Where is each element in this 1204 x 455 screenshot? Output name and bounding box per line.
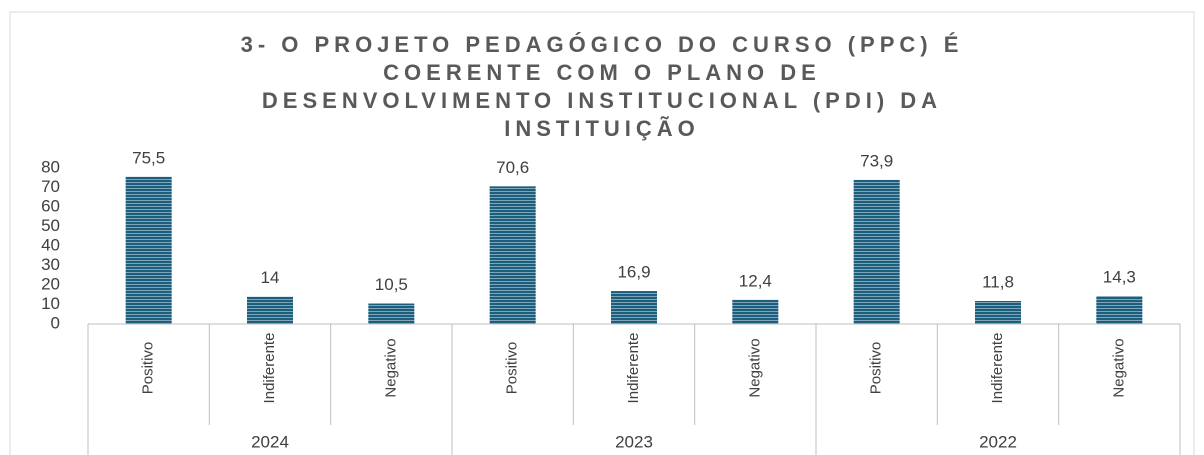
- value-label: 70,6: [496, 158, 529, 177]
- value-label: 73,9: [860, 151, 893, 170]
- y-tick-label: 70: [41, 177, 60, 196]
- y-tick-label: 0: [51, 313, 60, 332]
- value-label: 12,4: [739, 271, 772, 290]
- chart-title: 3- O PROJETO PEDAGÓGICO DO CURSO (PPC) É: [241, 32, 964, 57]
- bar: [125, 176, 172, 324]
- y-tick-label: 80: [41, 157, 60, 176]
- y-tick-label: 40: [41, 235, 60, 254]
- value-label: 14: [261, 268, 280, 287]
- value-label: 11,8: [982, 272, 1014, 291]
- bar: [611, 291, 657, 324]
- y-tick-label: 50: [41, 216, 60, 235]
- chart-title: DESENVOLVIMENTO INSTITUCIONAL (PDI) DA: [262, 88, 942, 113]
- y-tick-label: 30: [41, 255, 60, 274]
- x-tick-label: Positivo: [504, 342, 521, 395]
- bar: [247, 296, 293, 324]
- bar: [1096, 296, 1143, 324]
- x-tick-label: Negativo: [1110, 338, 1127, 397]
- bar: [853, 179, 900, 324]
- x-tick-label: Negativo: [746, 338, 763, 397]
- value-label: 16,9: [617, 263, 650, 282]
- group-label: 2023: [615, 432, 653, 451]
- x-tick-label: Indiferente: [625, 333, 642, 404]
- x-tick-label: Positivo: [868, 342, 885, 395]
- y-tick-label: 10: [41, 294, 60, 313]
- bar: [975, 300, 1021, 324]
- value-label: 10,5: [375, 275, 408, 294]
- bar: [368, 303, 415, 324]
- bar: [489, 186, 536, 324]
- y-tick-label: 60: [41, 196, 60, 215]
- group-label: 2022: [979, 432, 1017, 451]
- value-label: 14,3: [1103, 268, 1136, 287]
- bar: [732, 299, 779, 324]
- chart-border: [9, 11, 1195, 455]
- x-tick-label: Negativo: [382, 338, 399, 397]
- value-label: 75,5: [132, 148, 165, 167]
- x-tick-label: Positivo: [140, 342, 157, 395]
- chart-title: COERENTE COM O PLANO DE: [383, 60, 821, 85]
- chart-title: INSTITUIÇÃO: [504, 116, 700, 141]
- y-tick-label: 20: [41, 274, 60, 293]
- group-label: 2024: [251, 432, 289, 451]
- x-tick-label: Indiferente: [989, 333, 1006, 404]
- x-tick-label: Indiferente: [261, 333, 278, 404]
